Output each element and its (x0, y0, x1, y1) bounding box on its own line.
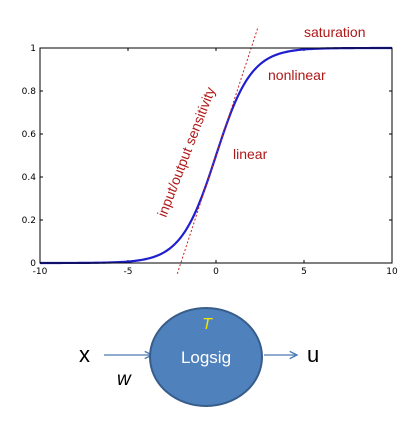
chart-tick-labels: -10 -5 0 5 10 0 0.2 0.4 0.6 0.8 1 (22, 44, 398, 277)
plot-frame (39, 47, 393, 264)
y-tick-label: 0.8 (22, 87, 37, 97)
node-logsig-label: Logsig (181, 348, 231, 367)
x-tick-label: 5 (301, 267, 307, 277)
sigmoid-chart: -10 -5 0 5 10 0 0.2 0.4 0.6 0.8 1 saturation nonli… (22, 24, 398, 277)
chart-series (40, 26, 392, 274)
x-tick-label: -10 (33, 267, 48, 277)
annotation-nonlinear: nonlinear (268, 67, 326, 83)
tangent-line (176, 26, 259, 274)
output-u-label: u (307, 342, 319, 367)
y-tick-label: 0.6 (22, 130, 37, 140)
annotation-input-output-sensitivity: input/output sensitivity (154, 85, 218, 219)
y-tick-label: 0 (30, 259, 36, 269)
y-tick-label: 1 (30, 44, 36, 54)
weight-w-label: w (117, 369, 132, 390)
neuron-diagram: x w T Logsig u (79, 307, 319, 407)
x-tick-label: 10 (386, 267, 398, 277)
x-tick-label: 0 (213, 267, 219, 277)
node-t-label: T (202, 316, 213, 333)
input-x-label: x (79, 342, 90, 367)
y-tick-label: 0.2 (22, 216, 36, 226)
annotation-linear: linear (233, 146, 268, 162)
logsig-node (149, 307, 263, 407)
y-tick-label: 0.4 (22, 173, 37, 183)
annotation-saturation: saturation (304, 24, 365, 40)
x-tick-label: -5 (124, 267, 133, 277)
